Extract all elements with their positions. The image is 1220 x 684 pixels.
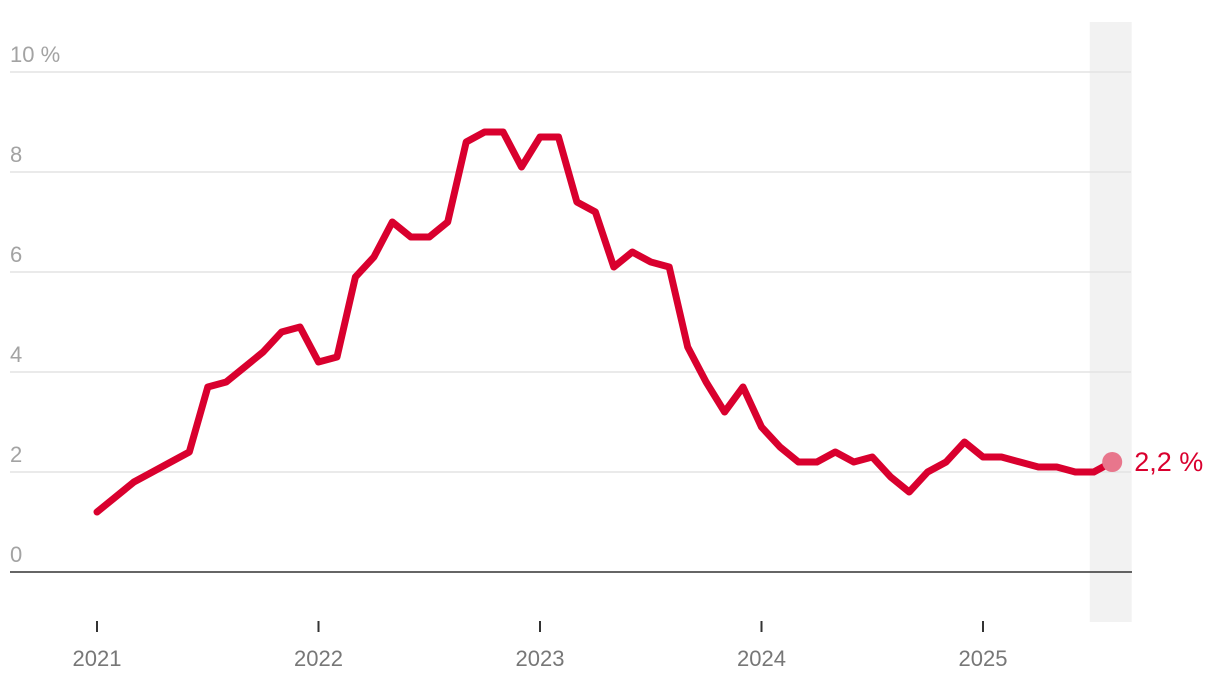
highlight-band — [1089, 22, 1132, 622]
x-tick-label: 2025 — [959, 646, 1008, 671]
y-tick-label: 4 — [10, 342, 22, 367]
y-tick-label: 0 — [10, 542, 22, 567]
y-tick-label: 8 — [10, 142, 22, 167]
x-axis-ticks: 2021 2022 2023 2024 2025 — [73, 621, 1008, 671]
y-tick-label: 10 % — [10, 42, 60, 67]
x-tick-label: 2022 — [294, 646, 343, 671]
gridlines — [10, 71, 1131, 473]
series-layer — [93, 128, 1116, 516]
y-tick-label: 2 — [10, 442, 22, 467]
end-point-marker — [1102, 452, 1123, 472]
y-axis-labels: 0 2 4 6 8 10 % — [10, 42, 60, 567]
x-tick-label: 2023 — [516, 646, 565, 671]
series-line — [93, 128, 1116, 516]
end-point-label: 2,2 % — [1134, 447, 1203, 477]
x-tick-label: 2024 — [737, 646, 786, 671]
y-tick-label: 6 — [10, 242, 22, 267]
x-tick-label: 2021 — [73, 646, 122, 671]
